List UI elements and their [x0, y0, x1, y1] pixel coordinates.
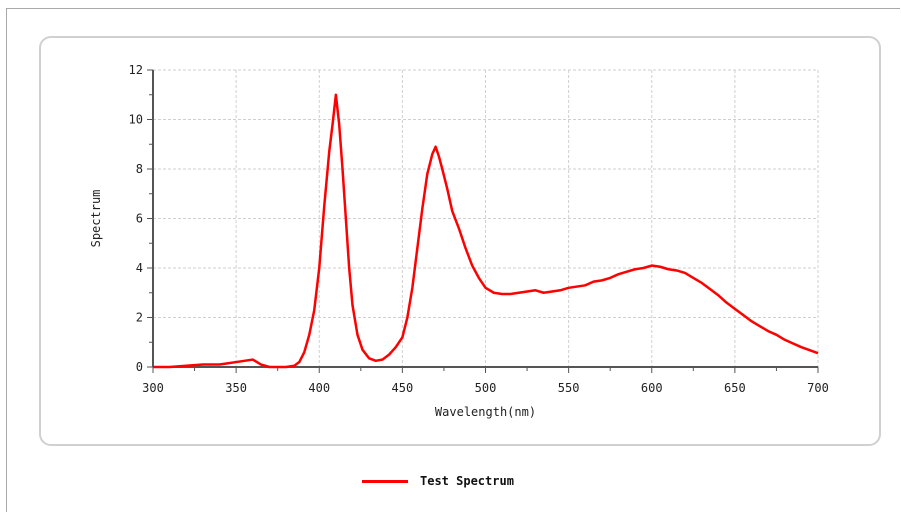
y-tick-label-0: 0 — [136, 360, 143, 374]
x-axis-label: Wavelength(nm) — [435, 405, 536, 419]
y-tick-label-4: 4 — [136, 261, 143, 275]
y-tick-label-12: 12 — [129, 63, 143, 77]
legend-swatch — [362, 479, 408, 483]
y-tick-label-8: 8 — [136, 162, 143, 176]
x-tick-label-350: 350 — [225, 381, 247, 395]
x-tick-label-300: 300 — [142, 381, 164, 395]
outer-frame — [6, 8, 900, 512]
tick-labels: 0 2 4 6 8 10 12 300 350 400 450 500 550 600 650 700 — [129, 63, 829, 395]
x-tick-label-650: 650 — [724, 381, 746, 395]
legend: Test Spectrum — [362, 472, 514, 490]
x-tick-label-600: 600 — [641, 381, 663, 395]
x-tick-label-500: 500 — [475, 381, 497, 395]
chart-panel — [39, 36, 881, 446]
x-tick-label-400: 400 — [308, 381, 330, 395]
x-tick-label-700: 700 — [807, 381, 829, 395]
axes — [147, 69, 819, 373]
x-tick-label-550: 550 — [558, 381, 580, 395]
grid-lines — [153, 69, 819, 367]
y-tick-label-10: 10 — [129, 113, 143, 127]
y-axis-label: Spectrum — [89, 190, 103, 248]
x-tick-label-450: 450 — [392, 381, 414, 395]
series-line-0 — [153, 93, 819, 369]
y-tick-label-6: 6 — [136, 212, 143, 226]
y-tick-label-2: 2 — [136, 311, 143, 325]
legend-label: Test Spectrum — [420, 474, 514, 488]
series-lines — [153, 93, 819, 369]
